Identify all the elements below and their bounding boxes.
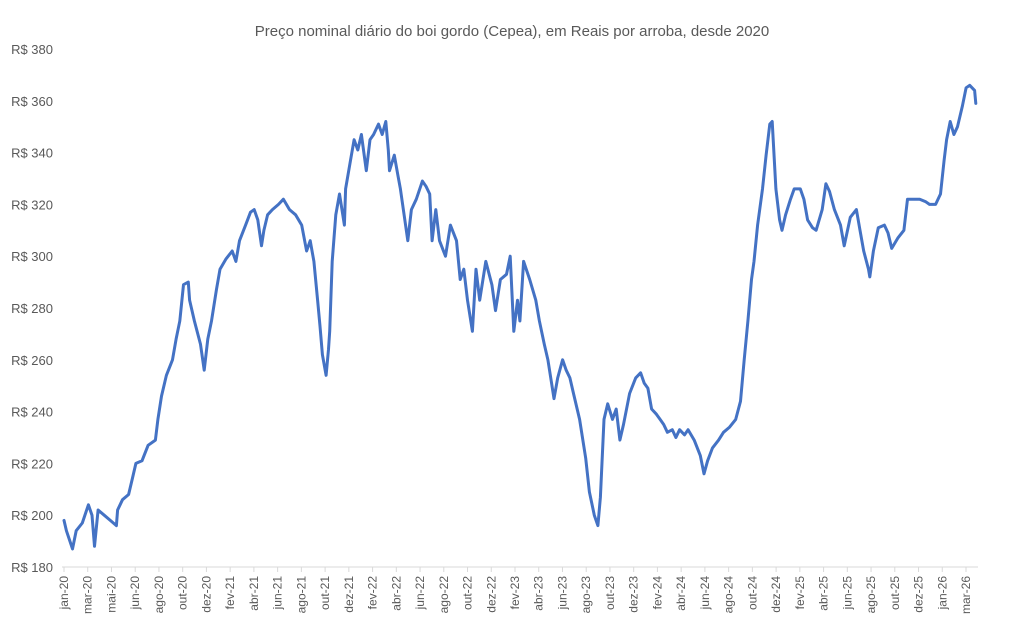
- y-tick-label: R$ 200: [11, 508, 53, 523]
- x-tick-label: out-23: [603, 576, 617, 610]
- x-tick-label: fev-25: [793, 576, 807, 610]
- x-tick-label: fev-23: [508, 576, 522, 610]
- x-tick-label: dez-21: [342, 576, 356, 613]
- x-tick-label: dez-24: [769, 576, 783, 613]
- x-tick-label: ago-24: [722, 576, 736, 614]
- x-tick-label: fev-22: [366, 576, 380, 610]
- x-tick-label: out-25: [888, 576, 902, 610]
- x-tick-label: ago-23: [579, 576, 593, 614]
- y-tick-label: R$ 220: [11, 456, 53, 471]
- x-tick-label: dez-23: [627, 576, 641, 613]
- x-tick-label: jan-20: [57, 576, 71, 611]
- x-tick-label: abr-22: [389, 576, 403, 611]
- y-tick-label: R$ 260: [11, 353, 53, 368]
- x-tick-label: abr-21: [247, 576, 261, 611]
- y-tick-label: R$ 360: [11, 94, 53, 109]
- x-tick-label: jun-24: [698, 576, 712, 611]
- chart-title: Preço nominal diário do boi gordo (Cepea…: [255, 23, 769, 40]
- series-line-boi-gordo: [62, 83, 978, 551]
- y-tick-label: R$ 340: [11, 146, 53, 161]
- x-tick-label: ago-20: [152, 576, 166, 614]
- x-tick-label: jun-25: [840, 576, 854, 611]
- x-tick-label: dez-25: [912, 576, 926, 613]
- x-tick-label: fev-24: [650, 576, 664, 610]
- x-tick-label: jun-23: [555, 576, 569, 611]
- y-tick-label: R$ 280: [11, 301, 53, 316]
- y-tick-label: R$ 320: [11, 197, 53, 212]
- y-tick-label: R$ 180: [11, 560, 53, 575]
- y-tick-label: R$ 380: [11, 42, 53, 57]
- x-tick-label: jan-26: [935, 576, 949, 611]
- x-tick-label: abr-25: [817, 576, 831, 611]
- x-tick-label: mar-20: [81, 576, 95, 614]
- x-tick-label: abr-24: [674, 576, 688, 611]
- x-tick-label: ago-21: [294, 576, 308, 614]
- x-tick-label: ago-22: [437, 576, 451, 614]
- x-tick-label: jun-20: [128, 576, 142, 611]
- x-axis: jan-20 mar-20 mai-20 jun-20 ago-20 out-20 dez-…: [57, 567, 973, 614]
- x-tick-label: out-20: [176, 576, 190, 610]
- x-tick-label: out-21: [318, 576, 332, 610]
- x-tick-label: out-24: [745, 576, 759, 610]
- x-tick-label: mar-26: [959, 576, 973, 614]
- y-axis: R$ 180 R$ 200 R$ 220 R$ 240 R$ 260 R$ 280 R$ 3…: [11, 42, 53, 575]
- x-tick-label: mai-20: [104, 576, 118, 613]
- y-tick-label: R$ 240: [11, 405, 53, 420]
- x-tick-label: jun-21: [271, 576, 285, 611]
- x-tick-label: jun-22: [413, 576, 427, 611]
- x-tick-label: dez-20: [199, 576, 213, 613]
- x-tick-label: ago-25: [864, 576, 878, 614]
- y-tick-label: R$ 300: [11, 249, 53, 264]
- x-tick-label: out-22: [461, 576, 475, 610]
- x-tick-label: abr-23: [532, 576, 546, 611]
- x-tick-label: dez-22: [484, 576, 498, 613]
- x-tick-label: fev-21: [223, 576, 237, 610]
